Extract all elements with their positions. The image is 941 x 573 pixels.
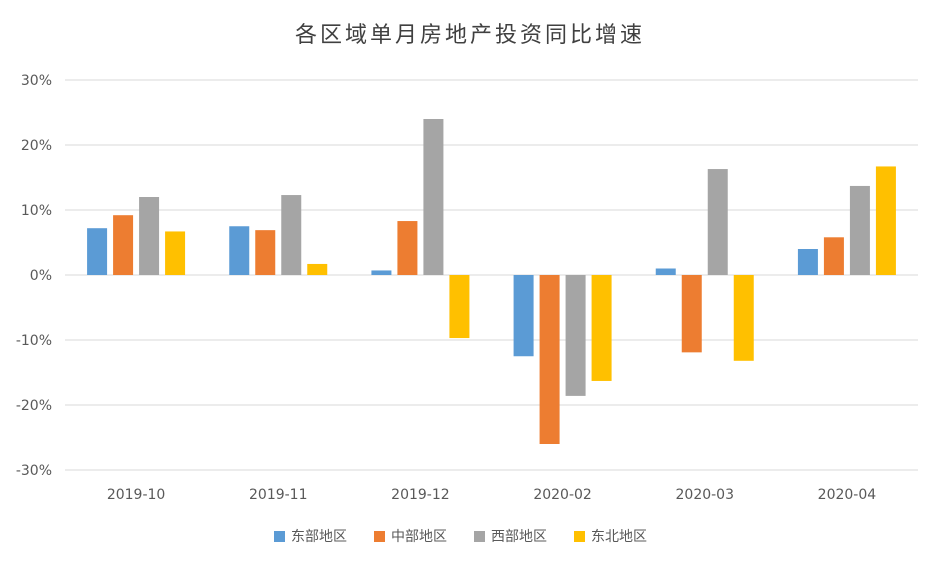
bar-2019-10-series-3 — [139, 197, 160, 275]
legend-label: 东部地区 — [291, 529, 347, 545]
bar-2019-12-series-4 — [449, 275, 470, 339]
bar-2020-02-series-1 — [513, 275, 534, 357]
bar-2019-11-series-4 — [307, 263, 328, 275]
legend-swatch — [374, 531, 385, 542]
bar-2020-04-series-2 — [823, 237, 844, 275]
y-tick-label: 0% — [30, 268, 52, 284]
bar-2020-03-series-3 — [707, 169, 728, 275]
bar-2020-03-series-1 — [655, 268, 676, 275]
legend-label: 东北地区 — [591, 529, 647, 545]
bar-2020-03-series-4 — [733, 275, 754, 361]
legend-swatch — [574, 531, 585, 542]
x-tick-label: 2020-04 — [818, 487, 877, 503]
legend: 东部地区 中部地区 西部地区 东北地区 — [274, 529, 647, 545]
bar-2020-04-series-4 — [875, 166, 896, 275]
y-tick-label: -10% — [16, 333, 52, 349]
bar-2020-04-series-3 — [849, 185, 870, 275]
bar-2019-10-series-2 — [113, 215, 134, 275]
bar-2020-02-series-4 — [591, 275, 612, 381]
legend-label: 中部地区 — [391, 529, 447, 545]
bar-2019-12-series-3 — [423, 119, 444, 275]
y-tick-label: 30% — [21, 73, 52, 89]
bar-2019-10-series-4 — [165, 231, 186, 275]
bar-2019-12-series-1 — [371, 270, 392, 275]
bars — [87, 119, 896, 444]
bar-2020-02-series-3 — [565, 275, 586, 396]
bar-2019-11-series-2 — [255, 230, 276, 275]
y-axis-ticks: 30% 20% 10% 0% -10% -20% -30% — [16, 73, 52, 479]
x-tick-label: 2020-02 — [533, 487, 592, 503]
y-tick-label: 10% — [21, 203, 52, 219]
x-tick-label: 2019-12 — [391, 487, 450, 503]
x-axis-ticks: 2019-10 2019-11 2019-12 2020-02 2020-03 2020-… — [107, 487, 876, 503]
legend-swatch — [474, 531, 485, 542]
bar-2020-04-series-1 — [797, 249, 818, 275]
bar-2020-03-series-2 — [681, 275, 702, 353]
y-tick-label: -20% — [16, 398, 52, 414]
x-tick-label: 2020-03 — [676, 487, 735, 503]
bar-2019-12-series-2 — [397, 221, 418, 275]
gridlines — [65, 79, 918, 471]
y-tick-label: -30% — [16, 463, 52, 479]
bar-2019-10-series-1 — [87, 228, 108, 275]
bar-2019-11-series-3 — [281, 195, 302, 275]
legend-label: 西部地区 — [491, 529, 547, 545]
x-tick-label: 2019-10 — [107, 487, 166, 503]
bar-2020-02-series-2 — [539, 275, 560, 444]
x-tick-label: 2019-11 — [249, 487, 308, 503]
bar-2019-11-series-1 — [229, 226, 250, 275]
y-tick-label: 20% — [21, 138, 52, 154]
legend-swatch — [274, 531, 285, 542]
chart-title: 各区域单月房地产投资同比增速 — [295, 23, 645, 48]
